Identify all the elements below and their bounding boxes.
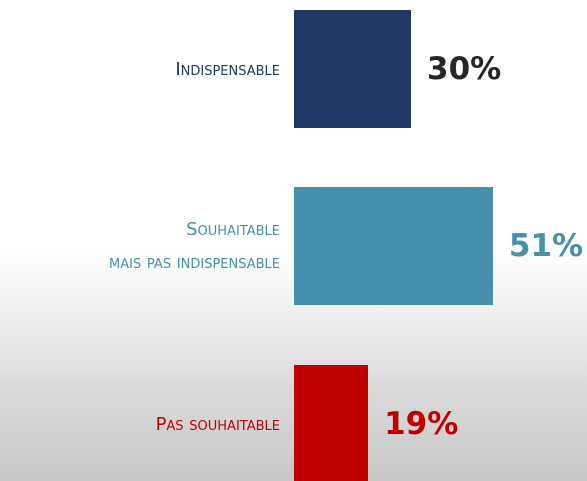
category-label: Pas souhaitable bbox=[156, 408, 280, 441]
value-label: 51% bbox=[509, 226, 583, 266]
value-label: 19% bbox=[384, 404, 458, 444]
bar bbox=[294, 187, 493, 305]
bar bbox=[294, 365, 368, 481]
chart: Indispensable 30% Souhaitable mais pas ind… bbox=[0, 0, 587, 481]
value-label: 30% bbox=[427, 49, 501, 89]
category-label: Indispensable bbox=[175, 53, 280, 86]
bar bbox=[294, 10, 411, 128]
category-label: Souhaitable mais pas indispensable bbox=[109, 213, 280, 279]
